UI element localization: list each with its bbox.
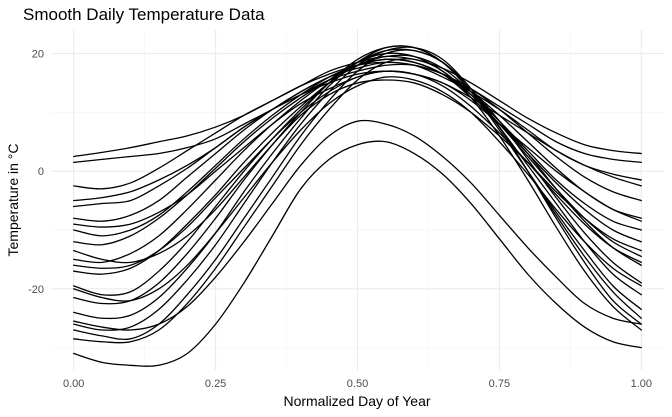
x-axis-ticks: 0.00 0.25 0.50 0.75 1.00 <box>63 378 652 390</box>
y-tick-label: -20 <box>28 284 44 296</box>
chart-title: Smooth Daily Temperature Data <box>23 5 265 24</box>
temperature-curve-19 <box>73 70 642 202</box>
temperature-curve-11 <box>73 45 642 305</box>
x-axis-title: Normalized Day of Year <box>283 393 430 409</box>
x-tick-label: 1.00 <box>631 378 652 390</box>
temperature-curves <box>73 45 642 367</box>
temperature-curve-14 <box>73 49 642 341</box>
temperature-curve-17 <box>73 119 642 331</box>
major-grid <box>51 30 664 370</box>
y-tick-label: 20 <box>32 49 44 61</box>
x-tick-label: 0.50 <box>347 378 368 390</box>
x-tick-label: 0.00 <box>63 378 84 390</box>
temperature-curve-22 <box>73 70 642 269</box>
temperature-curve-15 <box>73 58 642 344</box>
temperature-curve-18 <box>73 79 642 264</box>
temperature-curve-4 <box>73 61 642 208</box>
x-tick-label: 0.75 <box>489 378 510 390</box>
y-axis-ticks: -20 0 20 <box>28 49 44 296</box>
x-tick-label: 0.25 <box>205 378 226 390</box>
temperature-curve-21 <box>73 76 642 302</box>
y-tick-label: 0 <box>38 166 44 178</box>
temperature-curve-12 <box>73 45 642 320</box>
temperature-curve-13 <box>73 46 642 331</box>
temperature-curve-16 <box>73 140 642 367</box>
y-axis-title: Temperature in °C <box>5 144 21 257</box>
